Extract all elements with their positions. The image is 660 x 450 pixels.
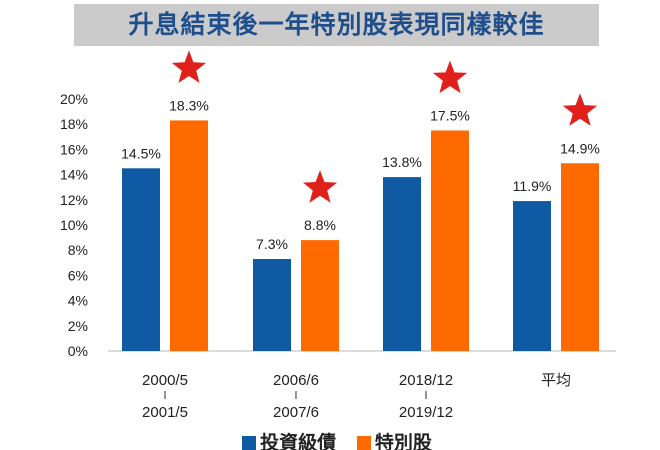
star-icon — [562, 93, 598, 126]
x-tick-label: l — [295, 390, 297, 402]
bar-bond — [513, 201, 551, 351]
y-tick-label: 16% — [60, 141, 88, 157]
y-tick-label: 4% — [68, 293, 88, 309]
star-icon — [302, 170, 338, 203]
x-tick-label: 2001/5 — [142, 404, 188, 421]
x-tick-label: 2019/12 — [399, 404, 453, 421]
y-tick-label: 6% — [68, 267, 88, 283]
star-icon — [171, 50, 207, 83]
bar-bond — [253, 259, 291, 351]
legend-label-bond: 投資級債 — [260, 432, 337, 450]
legend-label-preferred: 特別股 — [374, 432, 432, 450]
data-label: 18.3% — [169, 97, 209, 113]
x-tick-label: l — [425, 390, 427, 402]
bar-preferred — [561, 163, 599, 351]
data-label: 17.5% — [430, 108, 470, 124]
legend-swatch-preferred — [356, 436, 371, 450]
x-tick-label: 2018/12 — [399, 372, 453, 389]
x-tick-label: l — [164, 390, 166, 402]
legend: 投資級債 特別股 — [0, 428, 660, 450]
data-label: 14.5% — [121, 145, 161, 161]
y-tick-label: 14% — [60, 167, 88, 183]
chart-title: 升息結束後一年特別股表現同樣較佳 — [74, 4, 599, 46]
y-tick-label: 8% — [68, 242, 88, 258]
bar-bond — [383, 177, 421, 351]
bar-preferred — [170, 120, 208, 351]
data-label: 7.3% — [256, 236, 288, 252]
y-tick-label: 2% — [68, 318, 88, 334]
bar-preferred — [301, 240, 339, 351]
bar-chart: 0% 2% 4% 6% 8% 10% 12% 14% 16% 18% 20% 14.5% 18.3% 20… — [60, 50, 616, 421]
x-tick-label: 2007/6 — [273, 404, 319, 421]
x-tick-label: 2006/6 — [273, 372, 319, 389]
bar-preferred — [431, 130, 469, 351]
data-label: 14.9% — [560, 140, 600, 156]
data-label: 13.8% — [382, 154, 422, 170]
data-label: 11.9% — [513, 178, 552, 194]
y-tick-label: 20% — [60, 91, 88, 107]
y-tick-label: 10% — [60, 217, 88, 233]
legend-swatch-bond — [242, 436, 257, 450]
x-tick-label: 2000/5 — [142, 372, 188, 389]
y-tick-label: 18% — [60, 116, 88, 132]
data-label: 8.8% — [304, 217, 336, 233]
bar-bond — [122, 168, 160, 351]
y-tick-label: 0% — [68, 343, 88, 359]
y-tick-label: 12% — [60, 192, 88, 208]
x-tick-label: 平均 — [541, 372, 571, 389]
star-icon — [432, 60, 468, 94]
